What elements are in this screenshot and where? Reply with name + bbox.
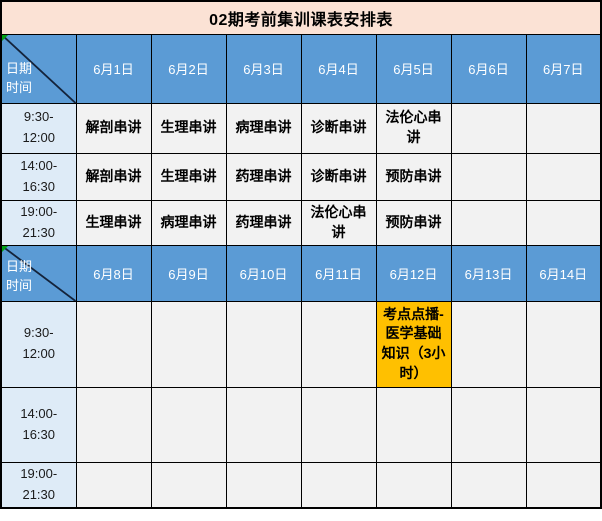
empty-cell <box>75 461 152 509</box>
date-header-cell: 6月1日 <box>75 33 152 104</box>
course-cell: 生理串讲 <box>150 102 227 154</box>
empty-cell <box>75 300 152 388</box>
date-header-row-week2: 日期时间 6月8日 6月9日 6月10日 6月11日 6月12日 6月13日 6… <box>0 244 602 302</box>
course-cell: 病理串讲 <box>150 199 227 246</box>
date-header-cell: 6月7日 <box>525 33 602 104</box>
empty-cell <box>225 300 302 388</box>
course-cell: 法伦心串讲 <box>375 102 452 154</box>
empty-cell <box>375 461 452 509</box>
date-header-cell: 6月8日 <box>75 244 152 302</box>
corner-cell-date-time: 日期 时间 <box>0 33 77 104</box>
time-cell: 19:00- 21:30 <box>0 199 77 246</box>
empty-cell <box>75 386 152 463</box>
course-cell: 药理串讲 <box>225 199 302 246</box>
empty-cell <box>450 102 527 154</box>
empty-cell <box>525 461 602 509</box>
corner-label: 日期 时间 <box>6 59 32 98</box>
schedule-table: 02期考前集训课表安排表 日期 时间 6月1日 6月2日 6月3日 6月4日 6月… <box>0 0 602 509</box>
date-header-cell: 6月11日 <box>300 244 377 302</box>
course-cell: 解剖串讲 <box>75 102 152 154</box>
corner-label-date: 日期 <box>6 60 33 76</box>
empty-cell <box>525 102 602 154</box>
schedule-row: 14:00- 16:30 <box>0 386 602 463</box>
diagonal-divider-icon <box>2 246 76 301</box>
schedule-row: 19:00- 21:30 <box>0 461 602 509</box>
date-header-cell: 6月6日 <box>450 33 527 104</box>
date-header-cell: 6月10日 <box>225 244 302 302</box>
empty-cell <box>300 461 377 509</box>
empty-cell <box>150 300 227 388</box>
empty-cell <box>450 300 527 388</box>
date-header-row-week1: 日期时间 6月1日 6月2日 6月3日 6月4日 6月5日 6月6日 6月7日 <box>0 33 602 104</box>
empty-cell <box>300 386 377 463</box>
date-header-cell: 6月4日 <box>300 33 377 104</box>
time-cell: 9:30- 12:00 <box>0 300 77 388</box>
course-cell: 生理串讲 <box>150 152 227 201</box>
highlighted-course-cell: 考点点播-医学基础知识（3小时） <box>375 300 452 388</box>
course-cell: 诊断串讲 <box>300 102 377 154</box>
empty-cell <box>525 300 602 388</box>
date-header-cell: 6月9日 <box>150 244 227 302</box>
corner-label-date: 日期 <box>6 258 33 274</box>
course-cell: 诊断串讲 <box>300 152 377 201</box>
empty-cell <box>525 199 602 246</box>
corner-label-time: 时间 <box>6 278 33 293</box>
course-cell: 病理串讲 <box>225 102 302 154</box>
empty-cell <box>450 152 527 201</box>
empty-cell <box>150 461 227 509</box>
comment-marker-icon <box>2 246 8 252</box>
empty-cell <box>525 152 602 201</box>
schedule-row: 9:30- 12:00 解剖串讲 生理串讲 病理串讲 诊断串讲 法伦心串讲 <box>0 102 602 154</box>
empty-cell <box>375 386 452 463</box>
course-cell: 法伦心串讲 <box>300 199 377 246</box>
title-row: 02期考前集训课表安排表 <box>0 0 602 35</box>
corner-label: 日期 时间 <box>6 257 32 296</box>
course-cell: 生理串讲 <box>75 199 152 246</box>
diagonal-divider-icon <box>2 35 76 103</box>
empty-cell <box>450 199 527 246</box>
course-cell: 预防串讲 <box>375 152 452 201</box>
corner-label-time: 时间 <box>6 80 33 95</box>
time-cell: 14:00- 16:30 <box>0 386 77 463</box>
course-cell: 预防串讲 <box>375 199 452 246</box>
schedule-row: 14:00- 16:30 解剖串讲 生理串讲 药理串讲 诊断串讲 预防串讲 <box>0 152 602 201</box>
table-title: 02期考前集训课表安排表 <box>0 0 602 35</box>
time-cell: 9:30- 12:00 <box>0 102 77 154</box>
date-header-cell: 6月3日 <box>225 33 302 104</box>
comment-marker-icon <box>2 35 8 41</box>
date-header-cell: 6月2日 <box>150 33 227 104</box>
schedule-row: 19:00- 21:30 生理串讲 病理串讲 药理串讲 法伦心串讲 预防串讲 <box>0 199 602 246</box>
empty-cell <box>450 461 527 509</box>
time-cell: 19:00- 21:30 <box>0 461 77 509</box>
corner-cell-date-time: 日期 时间 <box>0 244 77 302</box>
date-header-cell: 6月14日 <box>525 244 602 302</box>
empty-cell <box>450 386 527 463</box>
empty-cell <box>150 386 227 463</box>
date-header-cell: 6月5日 <box>375 33 452 104</box>
empty-cell <box>300 300 377 388</box>
schedule-row: 9:30- 12:00 考点点播-医学基础知识（3小时） <box>0 300 602 388</box>
empty-cell <box>225 461 302 509</box>
empty-cell <box>525 386 602 463</box>
date-header-cell: 6月12日 <box>375 244 452 302</box>
course-cell: 药理串讲 <box>225 152 302 201</box>
empty-cell <box>225 386 302 463</box>
course-cell: 解剖串讲 <box>75 152 152 201</box>
date-header-cell: 6月13日 <box>450 244 527 302</box>
time-cell: 14:00- 16:30 <box>0 152 77 201</box>
